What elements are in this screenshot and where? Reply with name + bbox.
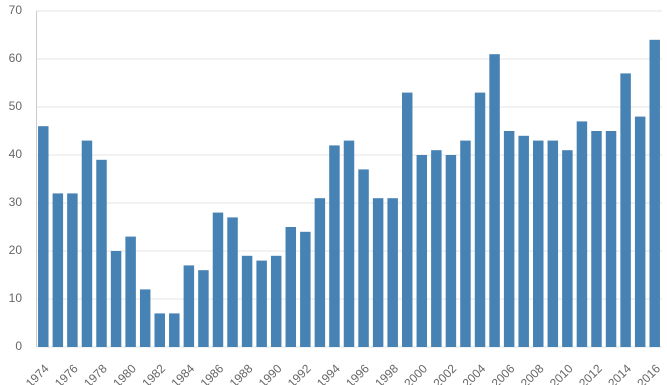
x-tick-label: 1978 xyxy=(81,361,110,385)
bar xyxy=(314,198,326,347)
bar xyxy=(285,227,297,347)
bar xyxy=(649,39,660,348)
bar xyxy=(96,159,107,347)
y-tick-label: 70 xyxy=(9,3,23,17)
y-tick-label: 0 xyxy=(15,339,22,353)
bar xyxy=(460,140,471,347)
y-tick-label: 40 xyxy=(9,147,23,161)
bar xyxy=(198,270,209,347)
bar xyxy=(387,198,398,347)
bar xyxy=(183,265,195,347)
bar xyxy=(518,135,529,347)
bar xyxy=(227,217,238,347)
x-tick-label: 2016 xyxy=(634,361,663,385)
x-tick-label: 1996 xyxy=(343,361,372,385)
bar xyxy=(634,116,646,347)
bar xyxy=(416,155,428,347)
x-tick-label: 1974 xyxy=(23,361,52,385)
y-tick-label: 20 xyxy=(9,243,23,257)
bar xyxy=(562,150,573,347)
bar xyxy=(38,126,49,347)
bar xyxy=(620,73,631,348)
bar xyxy=(212,212,224,347)
x-tick-label: 2008 xyxy=(518,361,547,385)
bar xyxy=(169,313,180,347)
x-tick-label: 1998 xyxy=(372,361,401,385)
x-tick-label: 2006 xyxy=(489,361,518,385)
y-tick-label: 10 xyxy=(9,291,23,305)
bar xyxy=(474,92,486,347)
bar xyxy=(241,255,253,347)
bar xyxy=(489,54,500,347)
x-tick-label: 1992 xyxy=(285,361,314,385)
bar xyxy=(372,198,384,347)
bar xyxy=(431,150,442,347)
y-tick-label: 50 xyxy=(9,99,23,113)
bar xyxy=(52,193,64,347)
x-tick-label: 1976 xyxy=(52,361,81,385)
bar xyxy=(110,251,122,347)
x-tick-label: 2002 xyxy=(430,361,459,385)
x-tick-label: 2010 xyxy=(547,361,576,385)
bar xyxy=(445,155,457,347)
x-tick-label: 2014 xyxy=(605,361,634,385)
bar xyxy=(533,140,544,347)
bar xyxy=(591,131,602,347)
x-tick-label: 2004 xyxy=(460,361,489,385)
x-tick-label: 2000 xyxy=(401,361,430,385)
x-tick-label: 2012 xyxy=(576,361,605,385)
bar xyxy=(358,169,369,347)
bar xyxy=(67,193,78,347)
bar xyxy=(343,140,355,347)
bar xyxy=(125,236,136,347)
x-tick-label: 1982 xyxy=(139,361,168,385)
bar xyxy=(270,255,282,347)
bar xyxy=(300,231,311,347)
x-tick-label: 1984 xyxy=(168,361,197,385)
bar xyxy=(329,145,340,347)
bar xyxy=(401,92,413,347)
y-tick-label: 60 xyxy=(9,51,23,65)
x-tick-label: 1986 xyxy=(198,361,227,385)
bar xyxy=(605,131,617,347)
bar xyxy=(154,313,165,347)
bar xyxy=(139,289,151,347)
bar xyxy=(503,131,515,347)
x-tick-label: 1980 xyxy=(110,361,139,385)
bar xyxy=(81,140,93,347)
x-tick-label: 1988 xyxy=(227,361,256,385)
x-tick-label: 1994 xyxy=(314,361,343,385)
x-tick-label: 1990 xyxy=(256,361,285,385)
bar xyxy=(256,260,267,347)
bar xyxy=(547,140,559,347)
bar xyxy=(576,121,588,348)
y-tick-label: 30 xyxy=(9,195,23,209)
